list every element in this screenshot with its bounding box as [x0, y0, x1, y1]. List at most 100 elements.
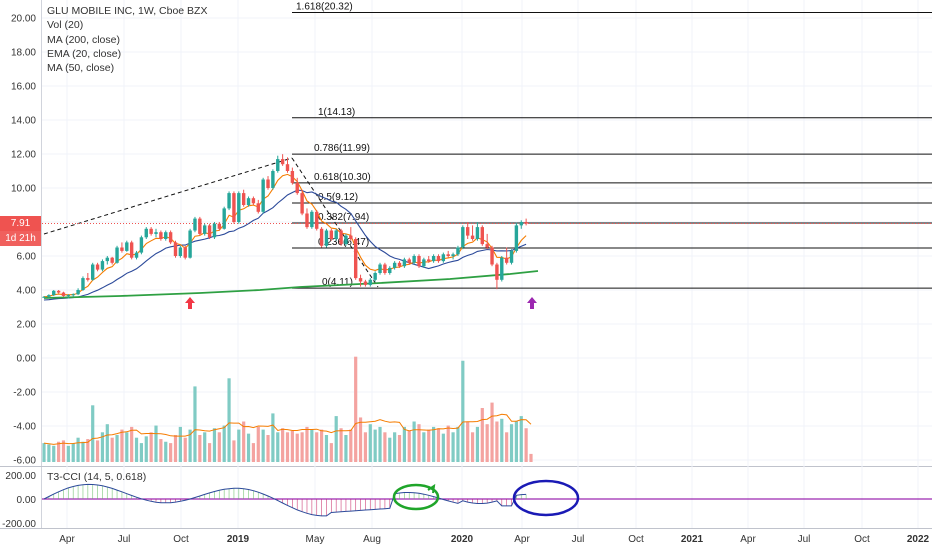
volume-bar [344, 435, 348, 462]
volume-bar [407, 430, 411, 462]
legend-ema20[interactable]: EMA (20, close) [47, 47, 122, 60]
candle-body [315, 211, 319, 229]
blue-circle-annotation [512, 479, 580, 517]
candle-body [110, 257, 114, 263]
candle-body [305, 213, 309, 228]
candle-body [120, 247, 124, 251]
candle-body [431, 256, 436, 262]
volume-bar [130, 426, 134, 462]
volume-bar [232, 440, 236, 462]
green-arrow-icon [427, 483, 436, 494]
volume-bar [358, 417, 363, 462]
volume-bar [256, 426, 260, 462]
volume-bar [42, 443, 46, 462]
volume-bar [91, 405, 95, 462]
candle-body [280, 159, 285, 165]
volume-bar [305, 426, 309, 462]
volume-bar [276, 432, 280, 462]
volume-bar [47, 444, 51, 462]
candle-body [164, 232, 168, 239]
candle-body [139, 237, 144, 253]
fib-level-label: 0.236(6.47) [318, 237, 369, 248]
candle-body [144, 228, 148, 238]
time-tick-label: Apr [59, 534, 75, 545]
volume-bar [217, 432, 221, 462]
time-tick-label: Apr [514, 534, 530, 545]
candle-body [368, 279, 372, 285]
candle-body [524, 222, 528, 224]
volume-bar [115, 435, 119, 462]
arrow-up-icon [527, 297, 537, 309]
price-tick-label: -6.00 [13, 456, 36, 467]
candle-body [203, 225, 207, 234]
volume-bar [71, 443, 75, 462]
time-axis: Apr Jul Oct 2019 May Aug 2020 Apr Jul Oct 2021 Apr J… [59, 534, 929, 545]
volume-bar [524, 428, 528, 462]
price-tick-label: 16.00 [11, 82, 36, 93]
candle-body [417, 256, 421, 267]
volume-bar [120, 429, 124, 462]
volume-bar [475, 426, 480, 462]
time-tick-label: Aug [363, 534, 381, 545]
volume-bar [52, 445, 56, 462]
volume-bar [144, 436, 148, 462]
candle-body [504, 257, 509, 263]
volume-bar [212, 428, 217, 462]
fib-level-label: 0.382(7.94) [318, 212, 369, 223]
price-tick-label: 10.00 [11, 184, 36, 195]
candle-body [56, 290, 61, 293]
candle-body [490, 247, 494, 265]
ma200-line [43, 270, 539, 299]
candle-body [310, 211, 314, 228]
volume-bars [42, 356, 533, 462]
candle-body [451, 254, 455, 256]
volume-bar [242, 421, 246, 462]
fib-level-label: 0.5(9.12) [318, 192, 358, 203]
volume-bar [373, 429, 377, 462]
candle-body [480, 227, 484, 245]
volume-bar [422, 432, 426, 462]
candle-body [412, 256, 416, 263]
cci-title[interactable]: T3-CCI (14, 5, 0.618) [47, 471, 147, 483]
candle-body [159, 232, 163, 239]
volume-bar [378, 426, 382, 462]
cci-tick-label: 200.00 [5, 471, 36, 482]
volume-bar [461, 360, 465, 462]
volume-bar [281, 428, 285, 462]
candle-body [115, 247, 119, 263]
candle-body [465, 227, 470, 236]
candle-body [402, 259, 407, 267]
legend-title[interactable]: GLU MOBILE INC, 1W, Cboe BZX [47, 5, 208, 17]
legend-ma200[interactable]: MA (200, close) [47, 33, 120, 46]
candle-body [475, 227, 480, 239]
candle-body [261, 179, 265, 212]
volume-bar [105, 424, 109, 462]
candle-body [246, 198, 251, 205]
volume-bar [402, 426, 406, 462]
candle-body [295, 182, 299, 194]
volume-bar [246, 433, 251, 462]
candle-body [134, 252, 139, 258]
candle-body [168, 232, 173, 243]
candle-body [251, 198, 256, 204]
candle-body [446, 254, 450, 256]
volume-bar [397, 435, 402, 462]
candle-body [241, 193, 246, 205]
volume-bar [178, 426, 182, 462]
volume-ma-line [43, 413, 532, 445]
price-tick-label: 4.00 [17, 286, 37, 297]
volume-bar [61, 440, 66, 462]
candle-body [212, 223, 217, 238]
candle-body [519, 222, 523, 226]
time-tick-label: 2021 [681, 534, 704, 545]
legend-volume[interactable]: Vol (20) [47, 19, 84, 32]
volume-bar [324, 435, 329, 462]
price-tick-label: 20.00 [11, 14, 36, 25]
time-tick-label: 2022 [907, 534, 930, 545]
candle-body [397, 262, 402, 267]
volume-bar [285, 432, 290, 462]
legend-ma50[interactable]: MA (50, close) [47, 62, 115, 75]
volume-bar [266, 435, 270, 462]
